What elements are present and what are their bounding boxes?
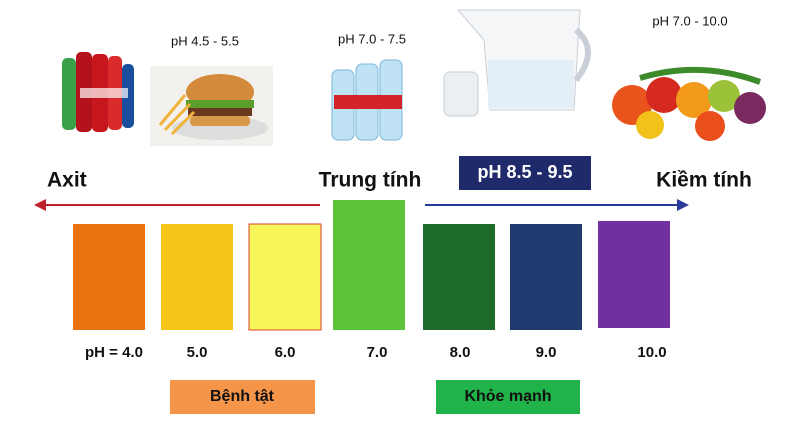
ph-swatch — [598, 221, 670, 328]
food-ph: pH 7.0 - 7.5 — [338, 31, 406, 46]
alkaline-label: Kiềm tính — [656, 169, 752, 192]
pitcher-image — [443, 9, 591, 117]
ph-value: 9.0 — [536, 344, 557, 361]
ph-swatch — [333, 200, 405, 330]
ph-scale: pH = 4.0 5.0 6.0 7.0 8.0 9.0 10.0 — [73, 200, 670, 361]
food-ph: pH 4.5 - 5.5 — [171, 33, 239, 48]
ph-swatch — [248, 223, 322, 331]
burger-image — [150, 66, 273, 146]
neutral-label: Trung tính — [319, 169, 422, 192]
ph-swatch — [423, 224, 495, 330]
food-ph: pH 7.0 - 10.0 — [652, 13, 727, 28]
acid-label: Axit — [47, 169, 87, 192]
ph-value: pH = 4.0 — [85, 344, 143, 361]
ph-swatch — [161, 224, 233, 330]
ph-value: 5.0 — [187, 344, 208, 361]
filter-label: pH 8.5 - 9.5 — [477, 162, 572, 182]
soda-image — [62, 52, 134, 132]
fruits-image — [612, 66, 766, 141]
healthy-label: Khỏe mạnh — [464, 388, 551, 405]
ph-value: 8.0 — [450, 344, 471, 361]
acid-arrow — [34, 199, 320, 211]
ph-value: 7.0 — [367, 344, 388, 361]
water-bottles-image — [331, 59, 403, 141]
sick-box — [170, 380, 315, 414]
filter-box — [459, 156, 591, 190]
healthy-box — [436, 380, 580, 414]
sick-label: Bệnh tật — [210, 388, 275, 405]
ph-value: 6.0 — [275, 344, 296, 361]
ph-swatch — [73, 224, 145, 330]
ph-value: 10.0 — [637, 344, 666, 361]
alkaline-arrow — [425, 199, 689, 211]
ph-swatch — [510, 224, 582, 330]
